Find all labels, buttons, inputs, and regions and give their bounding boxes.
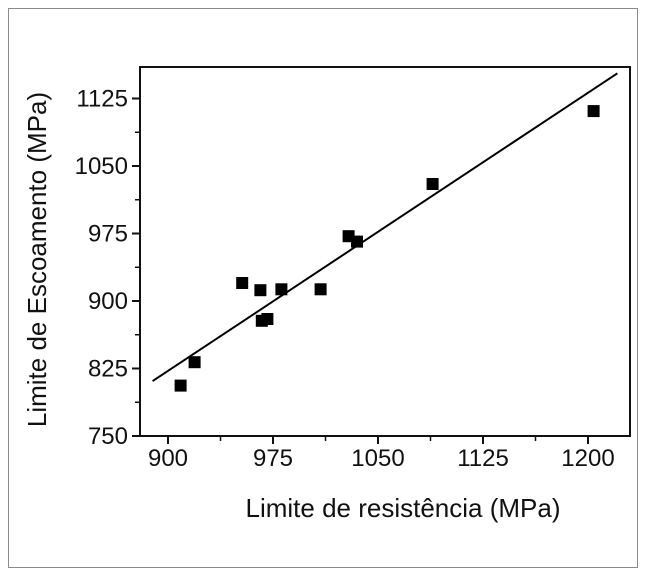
data-points	[174, 105, 600, 392]
y-tick-label: 900	[88, 288, 128, 315]
data-point	[314, 283, 327, 296]
data-point	[587, 105, 600, 118]
data-point	[188, 356, 201, 369]
y-axis-title: Limite de Escoamento (MPa)	[22, 92, 52, 427]
x-tick-label: 975	[253, 445, 293, 472]
data-point	[426, 178, 439, 190]
plot-area	[139, 66, 631, 437]
y-tick-label: 750	[88, 423, 128, 450]
y-tick-label: 1125	[76, 86, 128, 113]
y-tick-label: 1050	[75, 153, 128, 180]
data-point	[236, 277, 249, 289]
data-point	[174, 379, 187, 392]
x-axis-title: Limite de resistência (MPa)	[246, 493, 561, 523]
x-tick-label: 900	[148, 445, 188, 472]
fit-line	[152, 72, 618, 382]
data-point	[275, 283, 288, 296]
x-tick-label: 1125	[457, 445, 509, 472]
x-tick-label: 1050	[351, 445, 404, 472]
x-tick-label: 1200	[561, 445, 614, 472]
x-axis: 900 975 1050 1125 1200	[148, 436, 615, 472]
y-tick-label: 825	[88, 356, 128, 383]
data-point	[254, 284, 267, 297]
y-axis: 750 825 900 975 1050 1125	[75, 86, 140, 450]
data-point	[261, 313, 274, 325]
y-tick-label: 975	[88, 221, 128, 248]
data-point	[351, 235, 363, 248]
